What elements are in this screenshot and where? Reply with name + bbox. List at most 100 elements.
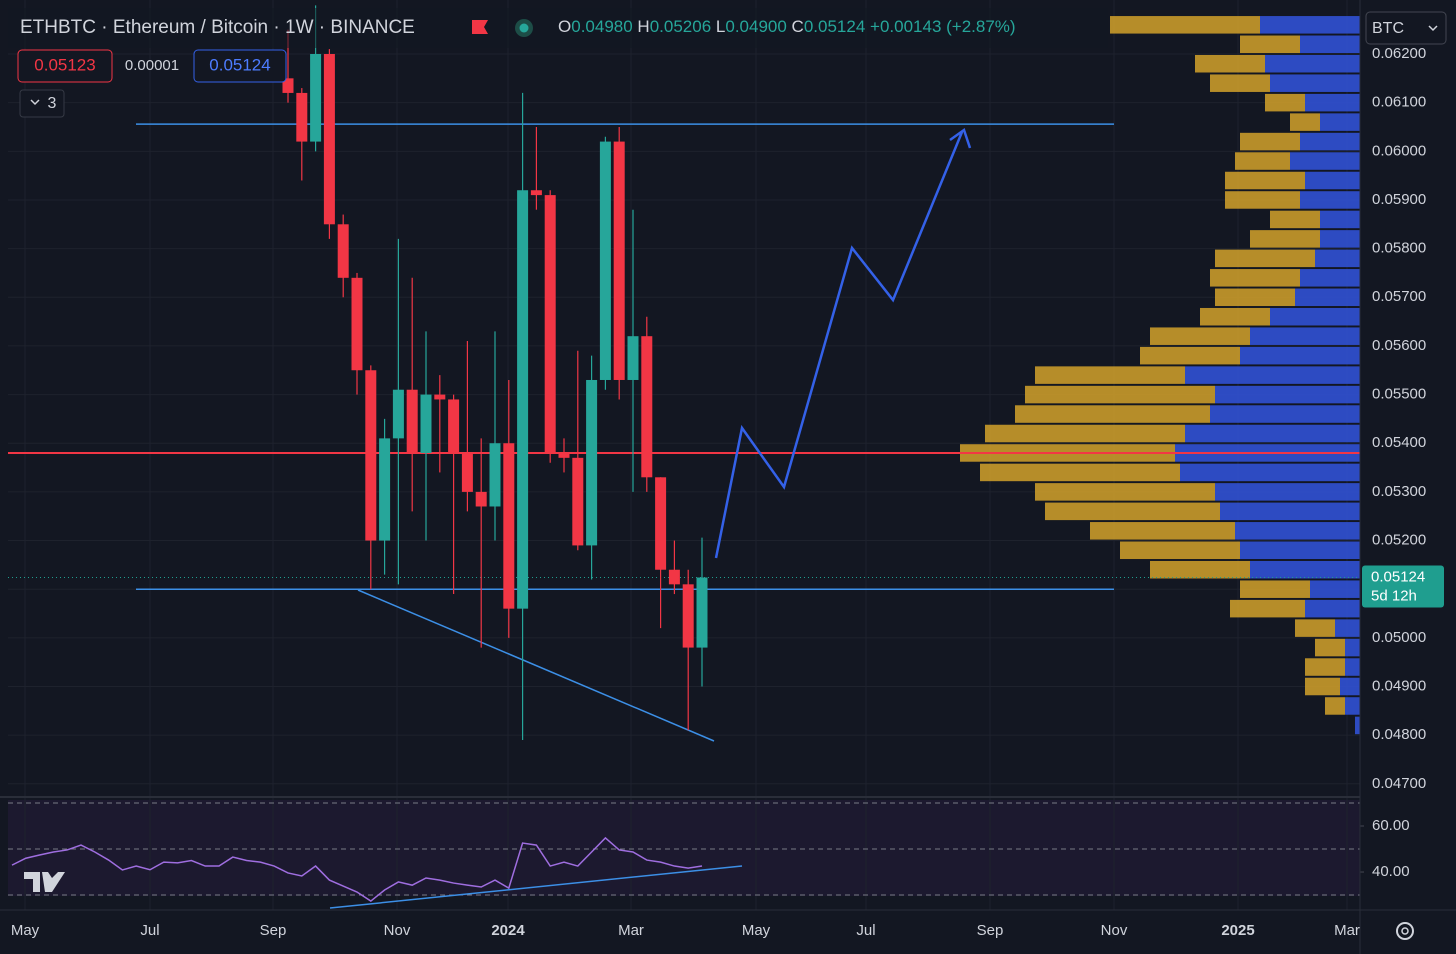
candle-body: [641, 336, 653, 478]
buy-price: 0.05124: [209, 55, 270, 74]
profile-down-bar: [1250, 327, 1360, 345]
projection-arrowhead: [949, 127, 972, 149]
x-tick-label: Sep: [977, 922, 1004, 939]
profile-down-bar: [1320, 230, 1360, 248]
candle-body: [475, 491, 487, 507]
candle-body: [530, 190, 542, 196]
candle-body: [682, 584, 694, 648]
profile-up-bar: [1150, 560, 1250, 579]
x-tick-label: Nov: [1101, 922, 1128, 939]
chevron-icon: [30, 99, 40, 106]
candle-body: [337, 224, 349, 278]
x-tick-label: May: [11, 922, 40, 939]
grid: [8, 0, 1360, 910]
candle-body: [282, 78, 294, 93]
candle-body: [668, 569, 680, 585]
profile-up-bar: [1200, 307, 1270, 326]
profile-up-bar: [1015, 405, 1210, 423]
y-tick-label: 0.06100: [1372, 94, 1426, 111]
ohlc-label: L: [716, 17, 725, 36]
candle-body: [572, 457, 584, 546]
profile-down-bar: [1220, 502, 1360, 521]
buy-button[interactable]: [193, 49, 287, 83]
y-tick-label: 0.05500: [1372, 386, 1426, 403]
candle-body: [406, 389, 418, 453]
indicators-count: 3: [48, 95, 57, 112]
profile-up-bar: [1140, 346, 1240, 365]
profile-down-bar: [1340, 677, 1360, 696]
profile-up-bar: [1305, 677, 1340, 696]
x-tick-label: Mar: [618, 922, 644, 939]
y-tick-label: 0.05000: [1372, 629, 1426, 646]
profile-down-bar: [1320, 210, 1360, 229]
x-tick-label: Sep: [260, 922, 287, 939]
profile-up-bar: [1150, 327, 1250, 345]
profile-down-bar: [1300, 35, 1360, 54]
profile-up-bar: [985, 424, 1185, 443]
candle-body: [448, 399, 460, 453]
profile-up-bar: [1215, 288, 1295, 307]
profile-up-bar: [1305, 658, 1345, 676]
y-tick-label: 0.06000: [1372, 142, 1426, 159]
candle-body: [544, 195, 556, 453]
profile-up-bar: [1265, 93, 1305, 112]
x-tick-label: 2024: [491, 922, 525, 939]
profile-down-bar: [1215, 483, 1360, 501]
x-tick-label: Jul: [856, 922, 875, 939]
countdown-label: 5d 12h: [1371, 587, 1417, 604]
ohlc-value: 0.05206: [650, 17, 711, 36]
profile-up-bar: [1210, 74, 1270, 92]
profile-up-bar: [1035, 483, 1215, 501]
profile-up-bar: [1045, 502, 1220, 521]
profile-up-bar: [1215, 249, 1315, 268]
candle-body: [379, 438, 391, 541]
ohlc-label: C: [792, 17, 804, 36]
change: +0.00143 (+2.87%): [870, 17, 1016, 36]
profile-down-bar: [1210, 405, 1360, 423]
candle-body: [696, 577, 708, 648]
profile-up-bar: [1025, 385, 1215, 404]
profile-down-bar: [1335, 619, 1360, 637]
x-tick-label: May: [742, 922, 771, 939]
settings-icon[interactable]: [1396, 922, 1414, 940]
profile-down-bar: [1180, 463, 1360, 482]
indicators-toggle[interactable]: [19, 89, 65, 118]
ohlc: O0.04980 H0.05206 L0.04900 C0.05124 +0.0…: [558, 17, 1016, 36]
candle-body: [613, 141, 625, 380]
candle-body: [655, 477, 667, 570]
y-tick-label: 0.04800: [1372, 726, 1426, 743]
profile-down-bar: [1345, 697, 1360, 715]
rsi-band-fill: [8, 800, 1360, 896]
ohlc-value: 0.04980: [571, 17, 632, 36]
profile-down-bar: [1185, 366, 1360, 384]
flag-icon[interactable]: [472, 20, 488, 34]
sell-button[interactable]: [17, 49, 113, 83]
x-tick-label: 2025: [1221, 922, 1254, 939]
profile-up-bar: [1110, 16, 1260, 34]
x-tick-label: Nov: [384, 922, 411, 939]
profile-down-bar: [1320, 113, 1360, 131]
profile-down-bar: [1235, 522, 1360, 540]
profile-down-bar: [1265, 54, 1360, 73]
profile-up-bar: [1240, 35, 1300, 54]
profile-down-bar: [1345, 638, 1360, 657]
candle-body: [586, 379, 598, 546]
profile-down-bar: [1215, 385, 1360, 404]
candle-body: [627, 336, 639, 380]
rsi-trend-line: [329, 865, 743, 909]
y-tick-label: 0.05800: [1372, 240, 1426, 257]
ohlc-label: O: [558, 17, 571, 36]
profile-up-bar: [1240, 580, 1310, 598]
last-price-label: 0.05124: [1371, 568, 1425, 585]
profile-down-bar: [1305, 93, 1360, 112]
profile-down-bar: [1300, 269, 1360, 287]
profile-down-bar: [1290, 152, 1360, 170]
rsi-line: [11, 836, 703, 902]
candle-body: [434, 394, 446, 400]
candle-body: [420, 394, 432, 453]
currency-select[interactable]: [1365, 11, 1447, 45]
volume-profile: [960, 16, 1360, 735]
profile-up-bar: [1090, 522, 1235, 540]
